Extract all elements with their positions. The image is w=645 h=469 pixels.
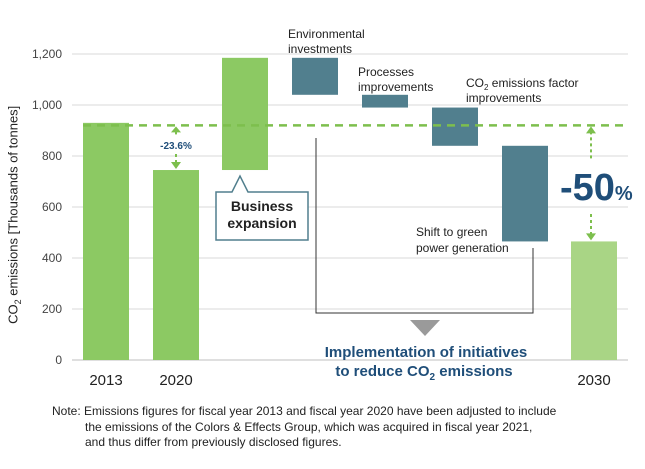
- x-tick-label: 2020: [159, 372, 192, 389]
- waterfall-chart: 0 200 400 600 800 1,000 1,200 2013 2020 2030 -23.6…: [32, 27, 633, 389]
- x-tick-label: 2013: [89, 372, 122, 389]
- arrow-up-icon: [171, 126, 181, 133]
- arrow-up-icon: [586, 126, 596, 134]
- bar-business: [222, 57, 268, 171]
- proc-label-line-2: improvements: [358, 80, 433, 94]
- bar-proc: [362, 94, 408, 108]
- env-label-line-2: investments: [288, 42, 352, 56]
- pct-2030-label: -50%: [560, 167, 633, 209]
- y-axis-label: CO2 emissions [Thousands of tonnes]: [5, 105, 23, 325]
- bar-env: [292, 57, 338, 95]
- x-tick-label: 2030: [577, 372, 610, 389]
- arrow-down-icon: [586, 233, 596, 241]
- y-tick-label: 800: [42, 149, 62, 163]
- y-tick-label: 1,000: [32, 98, 62, 112]
- business-label-line-2: expansion: [227, 215, 296, 231]
- impl-label-line-2: to reduce CO2 emissions: [335, 363, 512, 383]
- green-label-line-1: Shift to green: [416, 225, 487, 239]
- y-tick-label: 400: [42, 251, 62, 265]
- y-tick-label: 600: [42, 200, 62, 214]
- proc-label-line-1: Processes: [358, 65, 414, 79]
- initiatives-bracket: [315, 138, 534, 314]
- bar-green: [502, 145, 548, 242]
- pct-2020-label: -23.6%: [160, 141, 192, 152]
- business-callout-box: [215, 174, 309, 241]
- arrow-down-icon: [171, 162, 181, 170]
- bar-y2030: [571, 241, 617, 360]
- green-label-line-2: power generation: [416, 241, 509, 255]
- env-label-line-1: Environmental: [288, 27, 365, 41]
- y-tick-label: 1,200: [32, 47, 62, 61]
- bar-co2factor: [432, 107, 478, 146]
- footnote: Note: Emissions figures for fiscal year …: [52, 404, 632, 451]
- footnote-line-3: and thus differ from previously disclose…: [85, 435, 342, 449]
- business-label-line-1: Business: [231, 198, 293, 214]
- impl-label-line-1: Implementation of initiatives: [325, 344, 528, 361]
- footnote-line-2: the emissions of the Colors & Effects Gr…: [85, 419, 533, 434]
- co2f-label-line-2: improvements: [466, 91, 541, 105]
- footnote-line-1: Note: Emissions figures for fiscal year …: [52, 404, 557, 418]
- bar-y2013: [83, 122, 129, 360]
- y-tick-label: 0: [55, 353, 62, 367]
- triangle-down-icon: [410, 320, 440, 336]
- y-tick-label: 200: [42, 302, 62, 316]
- bar-y2020: [153, 170, 199, 360]
- co2f-label-line-1: CO2 emissions factor: [466, 76, 578, 92]
